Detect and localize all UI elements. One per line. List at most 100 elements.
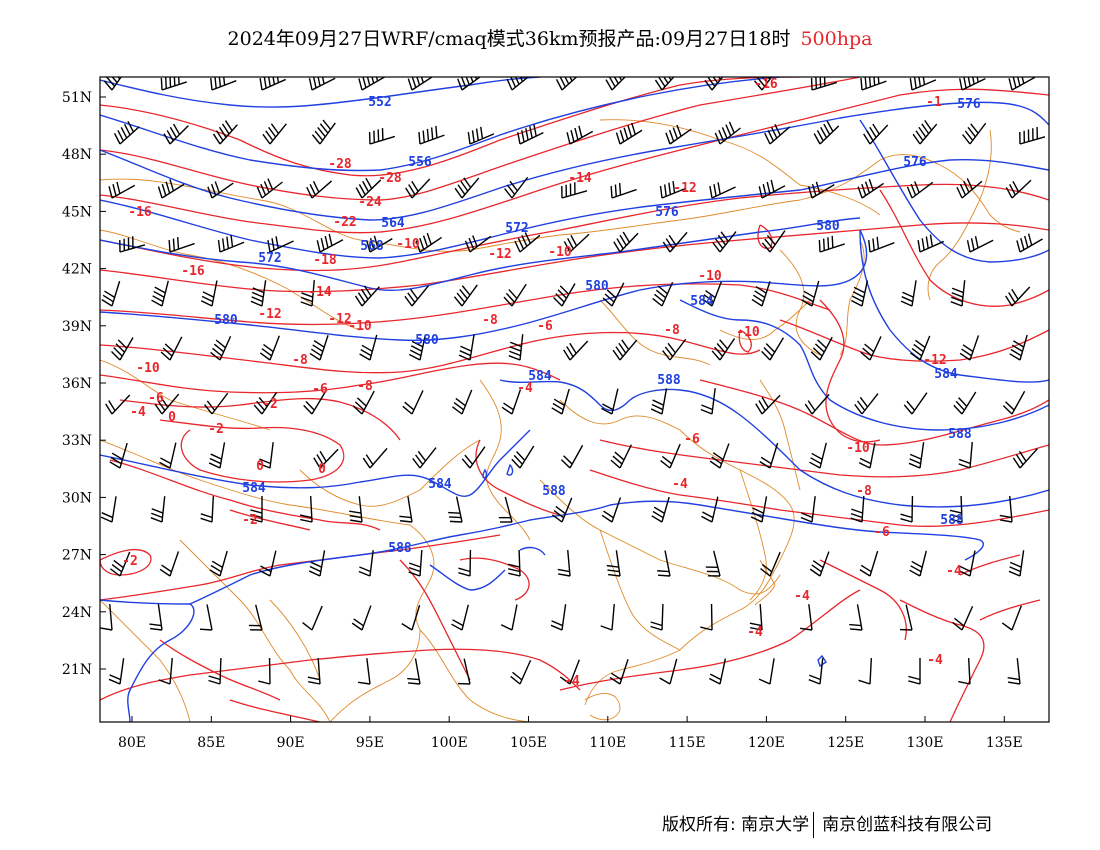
wind-barb: [605, 77, 626, 91]
isotherm-label: -4: [672, 477, 688, 492]
height-label: 556: [408, 155, 432, 170]
wind-barb: [764, 124, 791, 145]
wind-barb: [399, 496, 413, 523]
wind-barb: [302, 605, 323, 631]
wind-barb: [709, 443, 730, 469]
wind-barb: [863, 123, 889, 145]
isotherm-label: -10: [348, 319, 372, 334]
lon-tick-label: 100E: [431, 735, 468, 751]
isotherm-label: -1: [926, 95, 942, 110]
wind-barb: [801, 280, 820, 307]
wind-barb: [900, 495, 914, 523]
wind-barb: [151, 280, 169, 307]
lon-tick-label: 95E: [356, 735, 384, 751]
wind-barb: [850, 496, 865, 523]
wind-barb: [208, 657, 222, 685]
isotherm-label: -4: [130, 405, 146, 420]
wind-barb: [958, 550, 976, 577]
isotherm-label: -10: [396, 237, 420, 252]
wind-barb: [958, 657, 971, 685]
wind-barb: [503, 283, 527, 307]
isotherm-labels: -28-28-24-22-18-16-16-14-14-12-12-12-12-…: [122, 77, 962, 689]
wind-barb: [962, 122, 987, 145]
wind-barb: [368, 128, 396, 145]
isotherm-label: -4: [946, 564, 962, 579]
wind-barb: [808, 658, 824, 685]
height-label: 564: [381, 216, 405, 231]
wind-barb: [860, 77, 887, 91]
isotherm-label: -4: [747, 625, 763, 640]
wind-barb: [504, 176, 529, 199]
wind-barb: [457, 658, 471, 685]
wind-barb: [712, 231, 737, 253]
wind-barb: [949, 495, 963, 523]
wind-barb: [659, 658, 678, 685]
wind-barb: [753, 77, 773, 91]
wind-barb: [612, 339, 638, 361]
height-label: 584: [934, 367, 958, 382]
wind-barb: [850, 280, 869, 307]
isotherm-label: -8: [664, 323, 680, 338]
wind-barb: [108, 658, 125, 685]
wind-barb: [858, 657, 873, 685]
wind-barb: [563, 233, 590, 253]
wind-barb: [514, 232, 541, 253]
wind-barb: [700, 388, 716, 415]
isotherm-label: -16: [181, 264, 205, 279]
wind-barb: [458, 334, 475, 361]
wind-barb: [750, 496, 768, 523]
wind-barb: [959, 335, 980, 361]
lat-tick-label: 39N: [62, 319, 92, 335]
isotherm-label: -14: [568, 171, 592, 186]
wind-barb: [610, 183, 637, 199]
wind-barb: [256, 178, 283, 199]
wind-barb: [657, 550, 671, 577]
wind-barb: [615, 122, 643, 145]
lon-tick-label: 85E: [197, 735, 225, 751]
wind-barb: [813, 120, 840, 145]
wind-barb: [267, 236, 294, 253]
wind-barb: [662, 338, 687, 361]
lat-tick-label: 51N: [62, 90, 92, 106]
wind-barb: [609, 659, 629, 685]
isotherm-label: -12: [328, 312, 351, 327]
wind-barb: [601, 388, 619, 415]
wind-barb: [1005, 286, 1031, 307]
wind-barb: [903, 392, 928, 415]
lon-tick-label: 80E: [118, 735, 146, 751]
wind-barb: [952, 605, 974, 631]
wind-barb: [759, 442, 779, 469]
wind-barb: [650, 388, 668, 415]
wind-barb: [561, 182, 588, 199]
isotherm-label: -2: [122, 554, 138, 569]
wind-barb: [860, 336, 882, 361]
wind-barb: [303, 391, 326, 415]
wind-barb: [859, 550, 879, 577]
wind-barb: [804, 393, 830, 415]
wind-barb: [555, 77, 578, 91]
isotherm-label: -12: [923, 353, 946, 368]
lon-tick-label: 135E: [986, 735, 1023, 751]
wind-barb: [950, 280, 966, 307]
wind-barb: [262, 123, 287, 145]
wind-barb: [761, 337, 784, 361]
isotherm-label: -4: [927, 653, 943, 668]
wind-barb: [818, 235, 845, 253]
isotherm-label: -2: [208, 422, 224, 437]
wind-barb: [208, 442, 226, 469]
wind-barb: [760, 551, 781, 577]
wind-barb: [105, 394, 131, 415]
lat-tick-label: 24N: [62, 605, 92, 621]
wind-barb: [210, 335, 232, 361]
wind-barb: [560, 444, 584, 469]
isotherm-label: 0: [256, 459, 264, 474]
isotherm-label: -24: [358, 195, 382, 210]
wind-barb: [351, 605, 372, 631]
wind-barb: [109, 442, 128, 469]
isotherm-label: -10: [698, 269, 722, 284]
wind-barb: [108, 181, 136, 199]
isotherm-label: -6: [148, 391, 164, 406]
isotherm-label: 0: [168, 410, 176, 425]
lat-tick-label: 36N: [62, 376, 92, 392]
wind-barb: [966, 236, 994, 253]
